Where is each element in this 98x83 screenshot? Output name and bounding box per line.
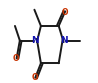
Text: O: O [32, 73, 39, 82]
Text: O: O [13, 54, 19, 63]
Text: O: O [62, 8, 69, 17]
Text: N: N [31, 36, 39, 45]
Text: N: N [61, 36, 68, 45]
